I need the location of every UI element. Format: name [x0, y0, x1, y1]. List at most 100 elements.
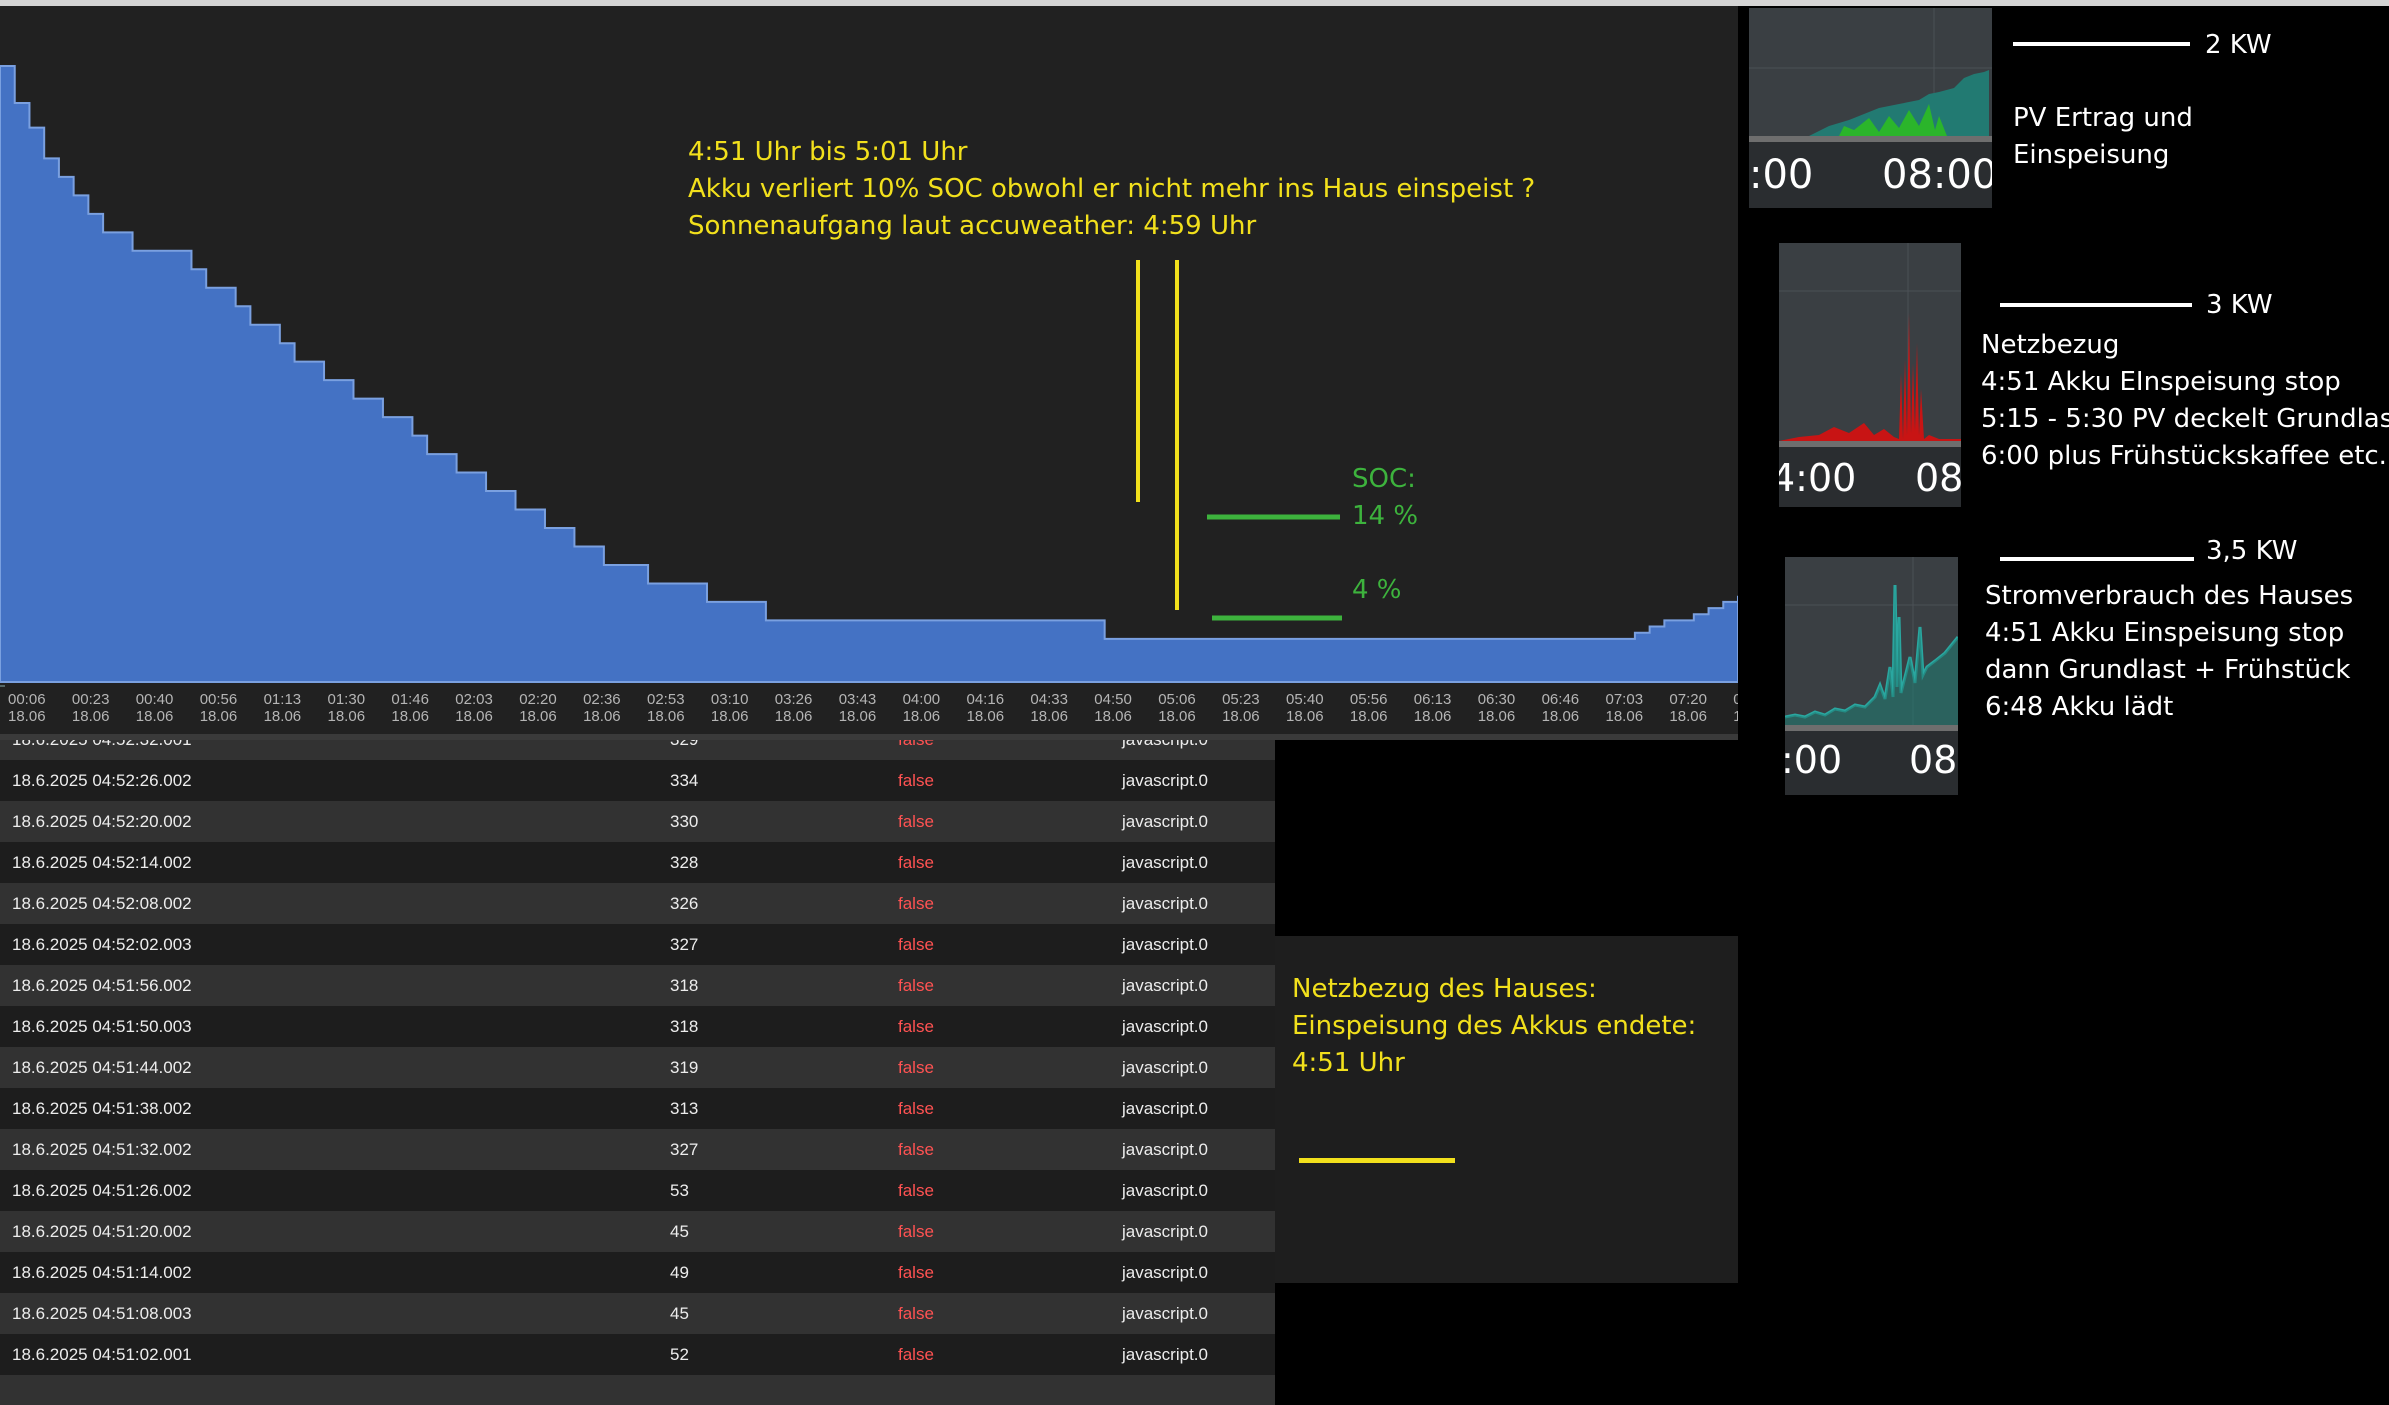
cell-ack: false	[898, 1058, 934, 1077]
table-row[interactable]: 18.6.2025 04:51:14.002 49 false javascript.…	[0, 1252, 1275, 1293]
cell-ack: false	[898, 1263, 934, 1282]
cell-ack: false	[898, 1345, 934, 1364]
table-row[interactable]: 18.6.2025 04:51:38.002 313 false javascript…	[0, 1088, 1275, 1129]
grid-desc-line-3: 5:15 - 5:30 PV deckelt Grundlast	[1981, 404, 2389, 434]
cell-timestamp: 18.6.2025 04:51:56.002	[12, 976, 192, 995]
x-tick-time: 05:06	[1158, 691, 1196, 708]
cell-value: 326	[670, 894, 699, 913]
cell-from: javascript.0	[1122, 853, 1208, 872]
cell-from: javascript.0	[1122, 1304, 1208, 1323]
pv-description: PV Ertrag und Einspeisung	[2013, 100, 2193, 174]
cell-ack: false	[898, 935, 934, 954]
x-tick-date: 18.06	[1669, 708, 1707, 725]
cell-value: 334	[670, 771, 699, 790]
x-tick-date: 18.06	[647, 708, 685, 725]
pv-sparkline	[1749, 8, 1992, 208]
x-tick-time: 04:50	[1094, 691, 1132, 708]
table-row[interactable]: 18.6.2025 04:51:32.002 327 false javascript…	[0, 1129, 1275, 1170]
x-tick-time: 00:23	[72, 691, 110, 708]
x-tick-time: 00:56	[200, 691, 238, 708]
soc-low-value: 4 %	[1352, 575, 1402, 605]
house-sparkline	[1785, 557, 1958, 795]
x-tick-time: 00:40	[136, 691, 174, 708]
x-tick-date: 18.06	[1222, 708, 1260, 725]
cell-ack: false	[898, 853, 934, 872]
house-thumbnail[interactable]: :00 08	[1785, 557, 1958, 795]
pv-thumbnail[interactable]: :00 08:00	[1749, 8, 1992, 208]
table-row[interactable]: 18.6.2025 04:52:32.001 329 false javascript…	[0, 740, 1275, 760]
x-tick-date: 18.06	[1542, 708, 1580, 725]
cell-from: javascript.0	[1122, 976, 1208, 995]
cell-ack: false	[898, 1304, 934, 1323]
pv-tick-right: 08:00	[1882, 152, 1992, 198]
table-row-clipped[interactable]	[0, 1375, 1275, 1405]
house-desc-line-3: dann Grundlast + Frühstück	[1985, 655, 2351, 685]
house-desc-line-4: 6:48 Akku lädt	[1985, 692, 2174, 722]
cell-value: 329	[670, 740, 698, 760]
table-row[interactable]: 18.6.2025 04:51:20.002 45 false javascript.…	[0, 1211, 1275, 1252]
x-tick-time: 03:26	[775, 691, 813, 708]
cell-timestamp: 18.6.2025 04:51:08.003	[12, 1304, 192, 1323]
cell-from: javascript.0	[1122, 1263, 1208, 1282]
table-row[interactable]: 18.6.2025 04:52:02.003 327 false javascript…	[0, 924, 1275, 965]
x-tick-date: 18.06	[455, 708, 493, 725]
chart-scrollbar[interactable]	[0, 734, 1738, 740]
x-tick-date: 1	[1733, 708, 1738, 725]
x-tick-time: 06:30	[1478, 691, 1516, 708]
annotation-line-2: Akku verliert 10% SOC obwohl er nicht me…	[688, 174, 1536, 204]
soc-high-value: 14 %	[1352, 501, 1419, 531]
cell-from: javascript.0	[1122, 1345, 1208, 1364]
table-row[interactable]: 18.6.2025 04:52:26.002 334 false javascript…	[0, 760, 1275, 801]
x-tick-date: 18.06	[519, 708, 557, 725]
grid-thumbnail[interactable]: 4:00 08	[1779, 243, 1961, 507]
cell-from: javascript.0	[1122, 771, 1208, 790]
grid-desc-line-2: 4:51 Akku EInspeisung stop	[1981, 367, 2341, 397]
cell-timestamp: 18.6.2025 04:51:14.002	[12, 1263, 192, 1282]
cell-ack: false	[898, 1099, 934, 1118]
cell-value: 330	[670, 812, 699, 831]
house-tick-right: 08	[1909, 738, 1958, 782]
cell-from: javascript.0	[1122, 1181, 1208, 1200]
cell-value: 319	[670, 1058, 699, 1077]
cell-value: 327	[670, 935, 699, 954]
netz-annotation: Netzbezug des Hauses: Einspeisung des Ak…	[1292, 971, 1696, 1082]
cell-timestamp: 18.6.2025 04:51:02.001	[12, 1345, 192, 1364]
x-tick-time: 06:46	[1542, 691, 1580, 708]
house-description: Stromverbrauch des Hauses 4:51 Akku Eins…	[1985, 578, 2353, 726]
table-row[interactable]: 18.6.2025 04:51:56.002 318 false javascript…	[0, 965, 1275, 1006]
grid-sparkline	[1779, 243, 1961, 507]
house-desc-line-1: Stromverbrauch des Hauses	[1985, 581, 2354, 611]
x-tick-date: 18.06	[264, 708, 302, 725]
cell-from: javascript.0	[1122, 894, 1208, 913]
table-row[interactable]: 18.6.2025 04:52:08.002 326 false javascript…	[0, 883, 1275, 924]
cell-timestamp: 18.6.2025 04:52:32.001	[12, 740, 192, 760]
history-log-table: 18.6.2025 04:52:32.001 329 false javascript…	[0, 740, 1275, 1405]
table-row[interactable]: 18.6.2025 04:51:44.002 319 false javascript…	[0, 1047, 1275, 1088]
cell-ack: false	[898, 812, 934, 831]
table-row[interactable]: 18.6.2025 04:51:26.002 53 false javascript.…	[0, 1170, 1275, 1211]
x-tick-time: 01:30	[328, 691, 366, 708]
grid-tick-left: 4:00	[1779, 456, 1857, 500]
x-tick-date: 18.06	[200, 708, 238, 725]
soc-label-block: SOC: 14 %	[1352, 461, 1418, 535]
cell-value: 318	[670, 1017, 699, 1036]
cell-value: 313	[670, 1099, 699, 1118]
grid-desc-line-4: 6:00 plus Frühstückskaffee etc.	[1981, 441, 2387, 471]
table-row[interactable]: 18.6.2025 04:51:50.003 318 false javascript…	[0, 1006, 1275, 1047]
cell-ack: false	[898, 1140, 934, 1159]
x-tick-date: 18.06	[1606, 708, 1644, 725]
x-tick-date: 18.06	[967, 708, 1005, 725]
table-row[interactable]: 18.6.2025 04:52:20.002 330 false javascript…	[0, 801, 1275, 842]
cell-from: javascript.0	[1122, 740, 1208, 760]
cell-ack: false	[898, 771, 934, 790]
x-tick-time: 02:36	[583, 691, 621, 708]
table-row[interactable]: 18.6.2025 04:52:14.002 328 false javascript…	[0, 842, 1275, 883]
x-tick-time: 05:56	[1350, 691, 1388, 708]
cell-from: javascript.0	[1122, 1222, 1208, 1241]
x-tick-time: 07:03	[1606, 691, 1644, 708]
cell-value: 45	[670, 1222, 689, 1241]
table-row[interactable]: 18.6.2025 04:51:02.001 52 false javascript.…	[0, 1334, 1275, 1375]
pv-desc-line-2: Einspeisung	[2013, 140, 2170, 170]
cell-from: javascript.0	[1122, 812, 1208, 831]
table-row[interactable]: 18.6.2025 04:51:08.003 45 false javascript.…	[0, 1293, 1275, 1334]
